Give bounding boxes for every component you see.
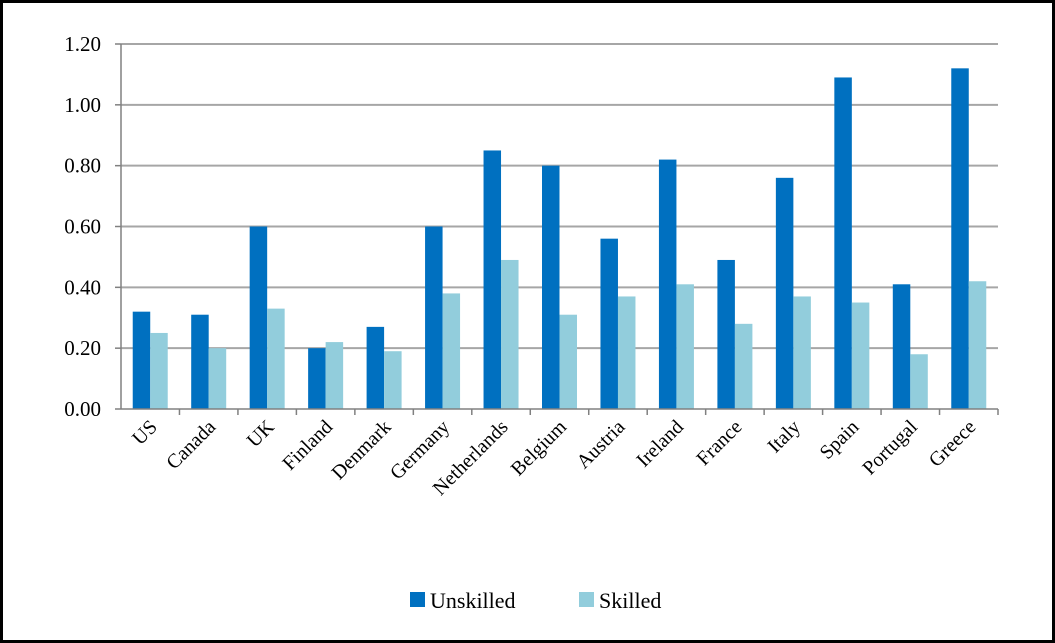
x-tick-label: Greece: [925, 416, 981, 472]
y-tick-label: 0.00: [64, 397, 101, 421]
legend: Unskilled Skilled: [410, 588, 661, 613]
bar-unskilled-netherlands: [483, 150, 502, 410]
bar-skilled-uk: [267, 308, 285, 409]
y-tick-label: 0.80: [64, 154, 101, 178]
x-tick-label: UK: [243, 416, 279, 452]
x-tick-label: US: [128, 416, 162, 450]
bar-unskilled-uk: [249, 226, 268, 409]
bar-unskilled-belgium: [542, 165, 560, 409]
x-tick-label: Ireland: [632, 416, 688, 472]
bar-skilled-canada: [208, 348, 227, 409]
x-tick-label: Austria: [572, 416, 629, 473]
x-tick-label: France: [692, 416, 746, 470]
bar-unskilled-spain: [834, 77, 852, 409]
bar-unskilled-germany: [425, 226, 443, 409]
legend-label-unskilled: Unskilled: [430, 588, 516, 613]
x-tick-label: Italy: [763, 416, 804, 457]
x-tick-label: Canada: [162, 416, 220, 474]
x-tick-label: Denmark: [327, 416, 395, 484]
bar-skilled-netherlands: [501, 259, 519, 409]
x-tick-labels: US Canada UK FinlandDenmarkGermanyNetherlan…: [128, 409, 999, 500]
x-tick-label: Finland: [278, 416, 337, 475]
bar-skilled-us: [150, 332, 168, 409]
bar-skilled-germany: [442, 293, 461, 409]
bar-unskilled-italy: [775, 177, 794, 409]
y-tick-labels: 0.00 0.20 0.40 0.60 0.80 1.00 1.20: [64, 32, 121, 421]
y-tick-label: 0.20: [64, 336, 101, 360]
bar-skilled-portugal: [910, 354, 928, 409]
x-tick-label: Spain: [816, 416, 864, 464]
bar-skilled-belgium: [559, 314, 577, 409]
bar-unskilled-portugal: [892, 284, 911, 409]
bar-skilled-denmark: [384, 351, 402, 409]
legend-label-skilled: Skilled: [599, 588, 661, 613]
bar-unskilled-ireland: [658, 159, 677, 409]
legend-swatch-unskilled: [410, 592, 425, 607]
y-tick-label: 1.20: [64, 32, 101, 56]
bar-unskilled-denmark: [366, 326, 385, 409]
bars: [132, 68, 987, 410]
bar-skilled-spain: [851, 302, 870, 409]
x-tick-label: Portugal: [858, 416, 922, 480]
bar-unskilled-canada: [191, 314, 209, 409]
bar-skilled-finland: [325, 342, 344, 409]
x-tick-label: Belgium: [507, 416, 572, 481]
bar-skilled-ireland: [676, 284, 694, 409]
bar-unskilled-austria: [600, 238, 618, 409]
legend-swatch-skilled: [579, 592, 594, 607]
y-tick-label: 0.60: [64, 215, 101, 239]
bar-skilled-austria: [617, 296, 636, 409]
bar-skilled-italy: [793, 296, 811, 409]
bar-unskilled-greece: [951, 68, 969, 409]
bar-unskilled-finland: [308, 348, 326, 409]
y-tick-label: 0.40: [64, 275, 101, 299]
bar-unskilled-france: [717, 259, 735, 409]
bar-skilled-france: [734, 323, 753, 409]
bar-skilled-greece: [968, 281, 987, 409]
bar-unskilled-us: [132, 311, 151, 409]
y-tick-label: 1.00: [64, 93, 101, 117]
